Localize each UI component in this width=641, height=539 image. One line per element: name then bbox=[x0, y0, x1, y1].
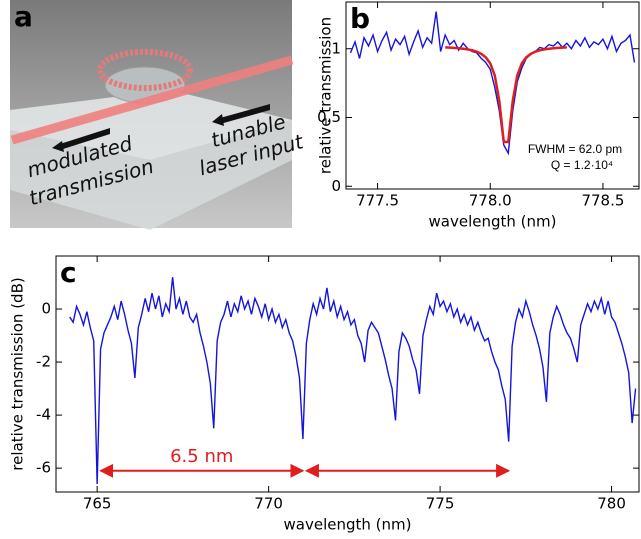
x-axis-label: wavelength (nm) bbox=[284, 516, 412, 534]
data-line bbox=[69, 277, 637, 485]
plot-area bbox=[345, 1, 640, 190]
y-tick-label: -6 bbox=[36, 459, 51, 477]
x-tick-label: 778.0 bbox=[469, 192, 512, 210]
y-tick-label: 0 bbox=[331, 177, 341, 195]
panel-label: a bbox=[14, 0, 33, 33]
arrow-in bbox=[220, 104, 270, 124]
plot-area bbox=[55, 255, 640, 493]
panel-a: a modulated transmission tunable laser i… bbox=[10, 0, 307, 230]
y-tick-label: 0.5 bbox=[317, 108, 341, 126]
y-axis-label: relative transmission bbox=[317, 17, 335, 174]
y-tick-label: 0 bbox=[41, 300, 51, 318]
data-line bbox=[349, 11, 636, 156]
arrow-in-head bbox=[212, 114, 224, 126]
x-tick-label: 770 bbox=[254, 495, 283, 513]
y-axis-label: relative transmission (dB) bbox=[9, 277, 27, 470]
x-tick-label: 778.5 bbox=[581, 192, 624, 210]
data-line bbox=[445, 46, 567, 144]
arrow-label: 6.5 nm bbox=[170, 446, 233, 467]
panel-label: c bbox=[60, 256, 77, 289]
y-tick-label: -4 bbox=[36, 406, 51, 424]
x-tick-label: 777.5 bbox=[356, 192, 399, 210]
arrow-out bbox=[60, 128, 110, 150]
laser-beam bbox=[10, 55, 294, 145]
x-tick-label: 775 bbox=[426, 495, 455, 513]
y-tick-label: 1 bbox=[331, 39, 341, 57]
x-axis-label: wavelength (nm) bbox=[429, 213, 557, 231]
annotation: FWHM = 62.0 pm bbox=[528, 142, 622, 156]
panel-label: b bbox=[350, 2, 370, 35]
x-tick-label: 780 bbox=[597, 495, 626, 513]
glass-slab bbox=[10, 120, 292, 230]
x-tick-label: 765 bbox=[83, 495, 112, 513]
annotation: Q = 1.2·10⁴ bbox=[551, 158, 613, 172]
y-tick-label: -2 bbox=[36, 353, 51, 371]
ring bbox=[97, 49, 193, 91]
arrow-out-head bbox=[52, 141, 64, 152]
